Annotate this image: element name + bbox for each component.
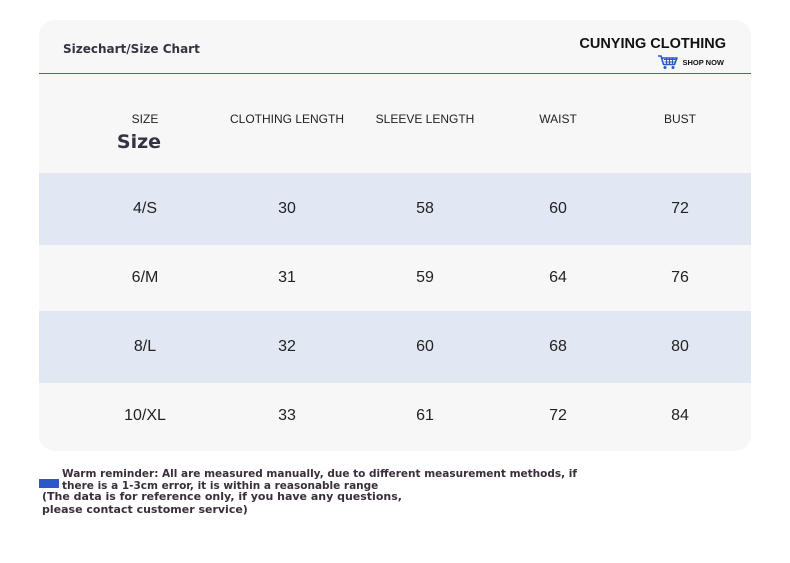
sleeve-length-cell: 59 <box>416 269 434 286</box>
size-heading: Size <box>116 131 162 153</box>
note-marker <box>39 479 59 488</box>
bust-cell: 72 <box>671 200 689 217</box>
sleeve-length-cell: 60 <box>416 338 434 355</box>
reference-note-text: (The data is for reference only, if you … <box>42 490 402 516</box>
bust-cell: 84 <box>671 407 689 424</box>
table-row: 4/S 30 58 60 72 <box>39 173 751 245</box>
size-cell: 4/S <box>132 200 158 217</box>
waist-cell: 68 <box>549 338 567 355</box>
column-header-sleeve-length: SLEEVE LENGTH <box>375 112 475 126</box>
size-cell: 10/XL <box>124 407 166 424</box>
size-cell: 6/M <box>131 269 159 286</box>
shop-now-label: SHOP NOW <box>682 57 724 67</box>
card-header: Sizechart/Size Chart CUNYING CLOTHING SH… <box>39 20 751 74</box>
sleeve-length-cell: 61 <box>416 407 434 424</box>
sleeve-length-cell: 58 <box>416 200 434 217</box>
shopping-cart-icon <box>658 55 679 69</box>
bust-cell: 76 <box>671 269 689 286</box>
table-row: 6/M 31 59 64 76 <box>39 245 751 311</box>
clothing-length-cell: 32 <box>278 338 296 355</box>
brand-name: CUNYING CLOTHING <box>579 36 726 52</box>
column-header-waist: WAIST <box>539 112 577 126</box>
bust-cell: 80 <box>671 338 689 355</box>
table-row: 8/L 32 60 68 80 <box>39 311 751 383</box>
shop-now-link[interactable]: SHOP NOW <box>657 54 724 70</box>
clothing-length-cell: 30 <box>278 200 296 217</box>
table-header-row: SIZE CLOTHING LENGTH SLEEVE LENGTH WAIST… <box>39 75 751 173</box>
size-cell: 8/L <box>133 338 157 355</box>
waist-cell: 60 <box>549 200 567 217</box>
waist-cell: 72 <box>549 407 567 424</box>
clothing-length-cell: 31 <box>278 269 296 286</box>
size-chart-card: Sizechart/Size Chart CUNYING CLOTHING SH… <box>39 20 751 451</box>
column-header-clothing-length: CLOTHING LENGTH <box>229 112 345 126</box>
waist-cell: 64 <box>549 269 567 286</box>
column-header-bust: BUST <box>663 112 697 126</box>
warm-reminder-text: Warm reminder: All are measured manually… <box>62 468 577 492</box>
chart-title: Sizechart/Size Chart <box>63 42 200 56</box>
table-row: 10/XL 33 61 72 84 <box>39 383 751 449</box>
column-header-size: SIZE <box>131 112 159 126</box>
size-table: SIZE CLOTHING LENGTH SLEEVE LENGTH WAIST… <box>39 75 751 449</box>
clothing-length-cell: 33 <box>278 407 296 424</box>
